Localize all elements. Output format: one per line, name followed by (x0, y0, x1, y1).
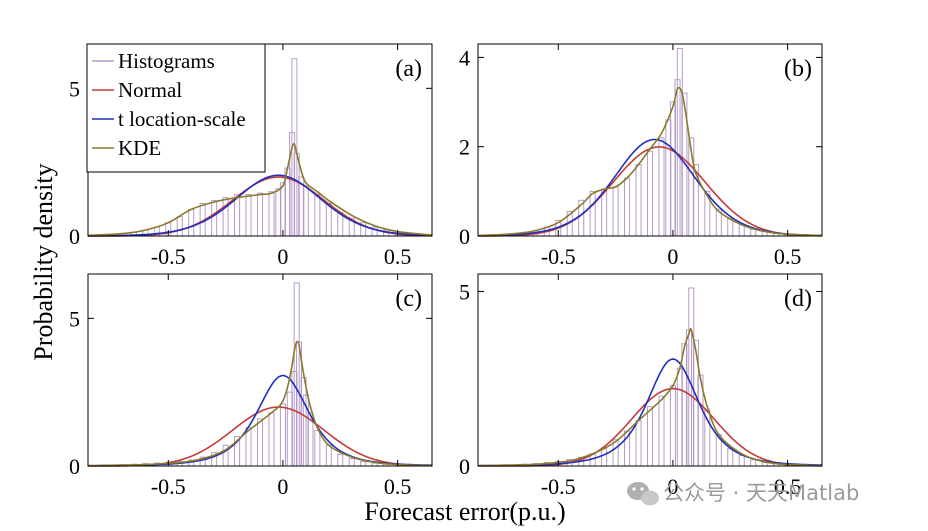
histogram-bar (337, 453, 344, 467)
histogram-bar (635, 164, 642, 237)
histogram-bar (268, 191, 275, 237)
histogram-bar (314, 194, 321, 237)
axes-frame (477, 43, 823, 237)
histogram-bar (234, 194, 241, 237)
x-tick-label: 0.5 (774, 244, 802, 269)
histogram-bar (612, 186, 619, 237)
histogram-bar (325, 444, 332, 467)
y-tick-label: 0 (69, 224, 80, 249)
y-tick-label: 0 (69, 454, 80, 479)
histogram-bar (658, 137, 665, 237)
histogram-bar (646, 406, 654, 467)
histogram-bar (268, 412, 275, 467)
histogram-bar (658, 395, 665, 467)
histogram-bar (738, 455, 745, 467)
histogram-bar (727, 448, 734, 467)
watermark-text: 公众号 · 天天Matlab (663, 481, 859, 505)
histogram-bar (245, 427, 252, 467)
histogram-bar (601, 188, 608, 237)
y-tick-label: 0 (459, 454, 470, 479)
legend-label-kde: KDE (118, 136, 161, 160)
legend-label-histograms: Histograms (118, 49, 215, 73)
normal-curve (88, 406, 432, 467)
x-tick-label: 0.5 (384, 474, 412, 499)
histogram-bar (360, 461, 367, 467)
x-tick-label: 0.5 (384, 244, 412, 269)
kde-curve (477, 327, 823, 467)
axes-frame (87, 273, 433, 467)
histogram-bar (245, 194, 252, 237)
histogram-bar (761, 462, 768, 467)
y-tick-label: 0 (459, 224, 470, 249)
histogram-bar (601, 448, 608, 467)
y-tick-label: 5 (69, 306, 80, 331)
kde-curve (87, 340, 433, 467)
panel-tag: (b) (784, 56, 812, 82)
panel-c: -0.5 0 0.5 0 5 (c) (69, 273, 433, 499)
histogram-bar (188, 208, 195, 237)
wechat-icon (627, 482, 659, 506)
x-tick-label: 0 (277, 474, 288, 499)
histogram-bar (589, 190, 596, 237)
x-tick-label: 0 (667, 244, 678, 269)
histogram-bar (256, 192, 264, 237)
legend-box (86, 43, 266, 173)
histogram-bar (211, 200, 218, 237)
histogram-bar (669, 385, 676, 467)
watermark: 公众号 · 天天Matlab (627, 481, 859, 506)
x-tick-label: 0.5 (774, 474, 802, 499)
histogram-bar (750, 459, 757, 467)
t-location-scale-curve (478, 358, 823, 467)
histogram-bar (738, 224, 745, 237)
histogram-bar (646, 150, 654, 237)
t-location-scale-curve (88, 374, 432, 467)
x-axis-label: Forecast error(p.u.) (364, 497, 565, 526)
normal-curve (478, 387, 822, 467)
y-tick-label: 4 (459, 45, 470, 70)
x-tick-label: -0.5 (541, 474, 576, 499)
t-location-scale-curve (478, 138, 822, 237)
histogram-bar (279, 403, 286, 467)
histogram-bar (624, 177, 631, 237)
panel-tag: (a) (395, 56, 422, 82)
histogram-bar (314, 430, 321, 467)
panel-a: -0.5 0 0.5 0 5 (a) (69, 43, 433, 269)
histogram-bar (348, 458, 355, 467)
x-tick-label: -0.5 (541, 244, 576, 269)
histogram-bar (750, 228, 757, 237)
histogram-bar (176, 216, 183, 237)
axes-frame (477, 273, 823, 467)
t-location-scale-curve (88, 174, 432, 237)
x-tick-label: 0 (667, 474, 678, 499)
panel-tag: (c) (395, 286, 422, 312)
y-tick-label: 5 (459, 279, 470, 304)
x-tick-label: 0 (277, 244, 288, 269)
panel-d: -0.5 0 0.5 0 5 (d) (459, 273, 823, 499)
legend-label-normal: Normal (118, 78, 182, 102)
y-tick-label: 2 (459, 135, 470, 160)
x-tick-label: -0.5 (151, 244, 186, 269)
legend: Histograms Normal t location-scale KDE (86, 43, 266, 173)
legend-label-t-location-scale: t location-scale (118, 107, 246, 131)
kde-curve (87, 143, 433, 237)
panel-b: -0.5 0 0.5 0 2 4 (b) (459, 43, 823, 269)
histogram-bar (325, 203, 332, 237)
y-tick-label: 5 (69, 76, 80, 101)
histogram-bar (635, 420, 642, 467)
normal-curve (478, 146, 822, 237)
histogram-bar (256, 418, 264, 467)
y-axis-label: Probability density (29, 163, 58, 360)
panel-tag: (d) (784, 286, 812, 312)
x-tick-label: -0.5 (151, 474, 186, 499)
kde-curve (477, 86, 823, 237)
panels: -0.5 0 0.5 0 5 (a) -0.5 0 0.5 0 2 4 (b) -0.5 0 0.5 0 5 (c)… (69, 43, 823, 499)
